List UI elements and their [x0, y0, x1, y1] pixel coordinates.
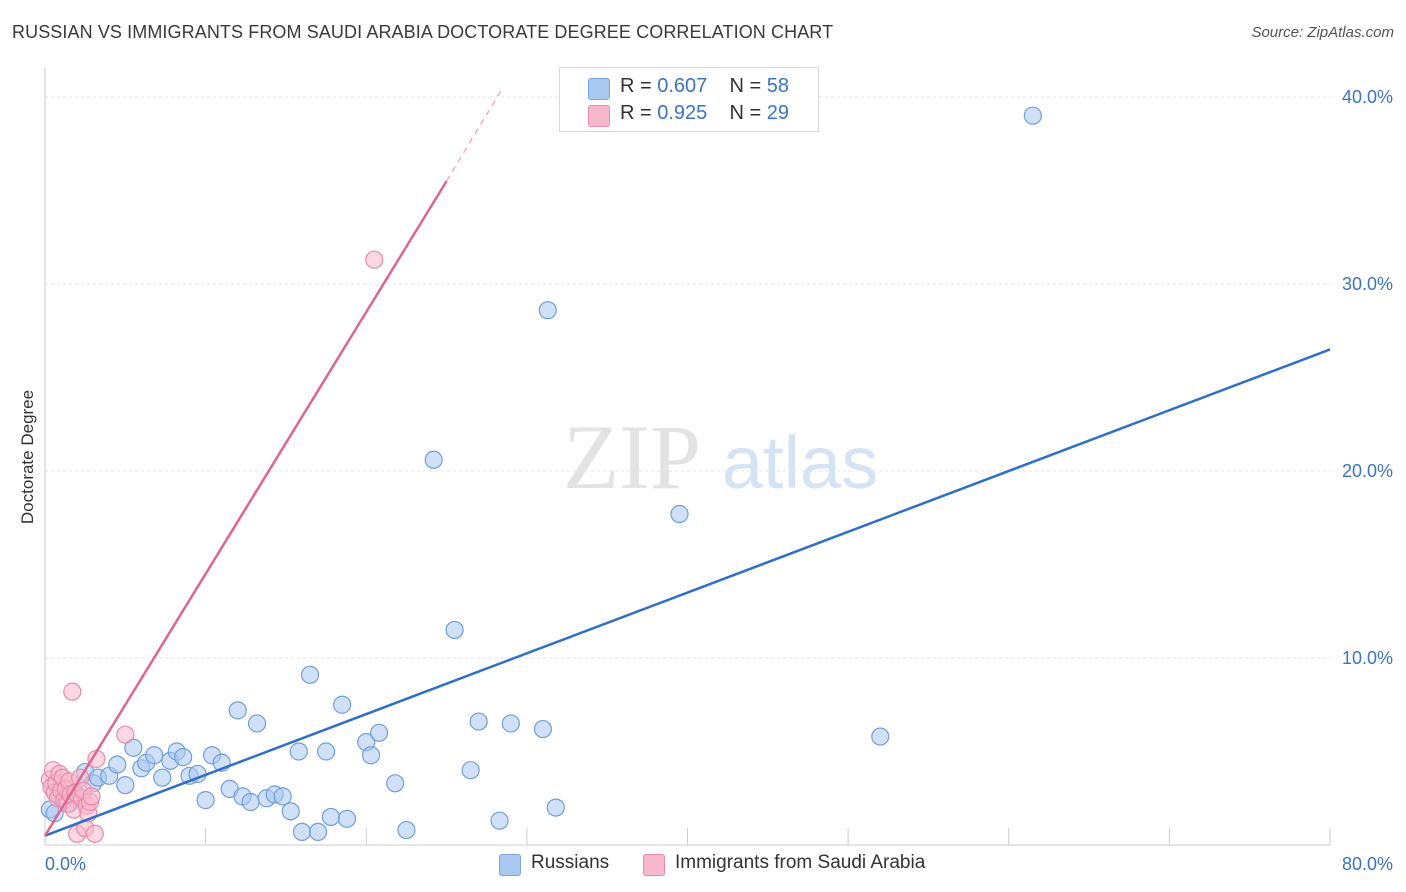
- series-points-0: [40, 106, 1042, 842]
- chart-title: RUSSIAN VS IMMIGRANTS FROM SAUDI ARABIA …: [12, 22, 834, 42]
- data-point: [1023, 106, 1042, 125]
- data-point: [153, 768, 172, 787]
- data-point: [333, 695, 352, 714]
- gridlines: [45, 96, 1330, 659]
- data-point: [337, 809, 357, 828]
- legend-n-label: N =: [729, 75, 767, 97]
- x-tick-label-min: 0.0%: [45, 854, 86, 874]
- data-point: [361, 746, 381, 765]
- legend-box: R = 0.607 N = 58 R = 0.925 N = 29: [559, 67, 819, 132]
- y-tick-label-2: 30.0%: [1342, 274, 1393, 294]
- watermark: ZIP atlas: [563, 406, 878, 508]
- data-point: [321, 807, 341, 827]
- y-tick-label-0: 10.0%: [1342, 648, 1393, 668]
- data-point: [397, 820, 416, 840]
- data-point: [469, 712, 488, 731]
- data-point: [196, 791, 215, 810]
- y-tick-label-3: 40.0%: [1342, 87, 1393, 107]
- x-tick-label-max: 80.0%: [1342, 854, 1393, 874]
- source-label: Source: ZipAtlas.com: [1251, 24, 1394, 41]
- trend-line-extension-1: [446, 87, 504, 182]
- data-point: [370, 723, 389, 742]
- data-point: [108, 755, 127, 774]
- data-point: [546, 798, 565, 817]
- trend-layer: [43, 87, 1331, 837]
- data-point: [490, 811, 509, 830]
- series-swatch-russians: [499, 854, 521, 876]
- y-axis-label: Doctorate Degree: [18, 390, 37, 524]
- data-point: [871, 727, 890, 746]
- y-tick-label-1: 20.0%: [1342, 461, 1393, 481]
- series-label-saudi: Immigrants from Saudi Arabia: [675, 852, 926, 873]
- data-point: [289, 742, 308, 761]
- watermark-zip: ZIP: [563, 406, 701, 508]
- data-point: [308, 822, 328, 842]
- data-point: [445, 620, 464, 640]
- data-point: [386, 774, 405, 793]
- legend-r-value: 0.607: [657, 75, 708, 97]
- data-point: [145, 746, 164, 765]
- series-swatch-saudi: [643, 854, 665, 876]
- series-label-russians: Russians: [531, 852, 610, 873]
- data-point: [538, 301, 557, 320]
- legend-swatch-russians: [588, 78, 610, 100]
- tick-labels: 10.0% 20.0% 30.0% 40.0% 0.0% 80.0%: [45, 87, 1393, 874]
- data-point: [116, 776, 135, 795]
- data-point: [228, 701, 247, 720]
- data-point: [670, 504, 689, 524]
- data-point: [174, 748, 193, 767]
- data-point: [241, 792, 260, 812]
- legend-n-label: N =: [729, 102, 767, 124]
- data-point: [281, 802, 300, 821]
- watermark-atlas: atlas: [722, 421, 878, 504]
- data-point: [461, 761, 480, 780]
- data-point: [292, 822, 312, 842]
- legend-r-label: R =: [620, 102, 658, 124]
- legend-swatch-saudi: [588, 105, 610, 127]
- data-point: [63, 682, 82, 701]
- legend-r-value: 0.925: [657, 102, 708, 124]
- data-point: [273, 787, 292, 806]
- data-point: [247, 714, 267, 733]
- data-point: [533, 719, 553, 739]
- data-point: [316, 742, 336, 761]
- data-point: [300, 665, 320, 684]
- legend-n-value: 58: [766, 75, 790, 97]
- data-point: [365, 250, 384, 269]
- data-point: [124, 738, 143, 757]
- points-layer: [40, 106, 1042, 843]
- legend-r-label: R =: [620, 75, 658, 97]
- data-point: [424, 450, 443, 469]
- data-point: [82, 787, 101, 806]
- trend-line-0: [44, 348, 1331, 837]
- data-point: [501, 714, 520, 733]
- data-point: [116, 725, 135, 744]
- trend-line-1: [43, 180, 448, 837]
- axes: [44, 68, 1331, 846]
- legend-n-value: 29: [766, 102, 790, 124]
- data-point: [85, 824, 104, 843]
